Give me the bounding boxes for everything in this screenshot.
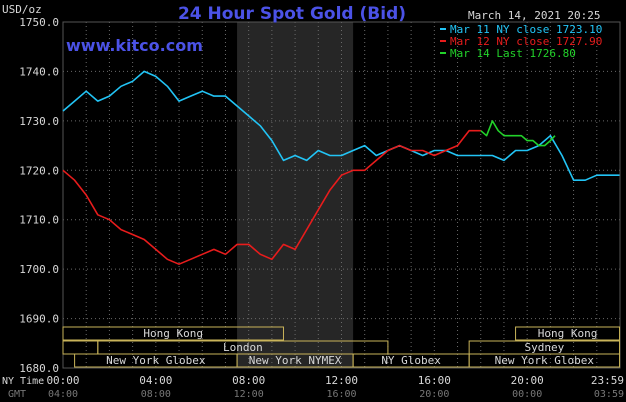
y-tick-label: 1750.0 xyxy=(19,16,59,29)
x-tick-label-gmt: 12:00 xyxy=(234,389,264,400)
session-label: New York Globex xyxy=(106,354,206,367)
series-lines xyxy=(62,70,620,266)
y-tick-label: 1680.0 xyxy=(19,362,59,375)
trading-sessions: Hong Kong London New York Globex New York N… xyxy=(62,326,621,368)
series-line xyxy=(480,120,556,147)
y-tick-label: 1720.0 xyxy=(19,164,59,177)
x-tick-label-gmt: 08:00 xyxy=(141,389,171,400)
x-tick-label-gmt: 20:00 xyxy=(419,389,449,400)
session-label: London xyxy=(223,341,263,354)
series-line xyxy=(62,70,620,181)
x-axis: 00:00 04:00 04:00 08:00 08:00 12:00 12:00 16:00… xyxy=(46,374,624,400)
session-box xyxy=(515,326,621,341)
x-tick-label-ny: 20:00 xyxy=(511,374,544,387)
ny-time-label: NY Time xyxy=(2,376,44,387)
timestamp: March 14, 2021 20:25 xyxy=(468,9,600,22)
y-tick-label: 1700.0 xyxy=(19,263,59,276)
session-box xyxy=(468,353,621,368)
session-label: Hong Kong xyxy=(538,327,598,340)
chart-title: 24 Hour Spot Gold (Bid) xyxy=(178,4,406,24)
x-tick-label-ny: 00:00 xyxy=(46,374,79,387)
session-box xyxy=(62,326,284,341)
session-label: Hong Kong xyxy=(143,327,203,340)
x-tick-label-ny: 23:59 xyxy=(591,374,624,387)
source-link[interactable]: www.kitco.com xyxy=(66,36,203,55)
y-tick-label: 1690.0 xyxy=(19,313,59,326)
y-tick-label: 1740.0 xyxy=(19,65,59,78)
session-label: New York NYMEX xyxy=(249,354,342,367)
plot-frame xyxy=(62,21,621,369)
legend-entry: Mar 12 NY close 1727.90 xyxy=(450,35,602,48)
y-tick-label: 1710.0 xyxy=(19,214,59,227)
legend-entry: Mar 11 NY close 1723.10 xyxy=(450,23,602,36)
x-tick-label-ny: 16:00 xyxy=(418,374,451,387)
y-tick-label: 1730.0 xyxy=(19,115,59,128)
grid-lines xyxy=(62,21,621,369)
y-axis-unit: USD/oz xyxy=(2,3,42,16)
x-tick-label-gmt: 03:59 xyxy=(594,389,624,400)
legend-entry: Mar 14 Last 1726.80 xyxy=(450,47,576,60)
x-tick-label-gmt: 16:00 xyxy=(326,389,356,400)
x-tick-label-ny: 04:00 xyxy=(139,374,172,387)
x-tick-label-ny: 12:00 xyxy=(325,374,358,387)
session-label: Sydney xyxy=(524,341,564,354)
gmt-label: GMT xyxy=(8,389,26,400)
y-axis: 1680.0 1690.0 1700.0 1710.0 1720.0 1730.0 1740… xyxy=(19,16,59,375)
session-label: New York Globex xyxy=(495,354,595,367)
x-tick-label-gmt: 04:00 xyxy=(48,389,78,400)
session-label: NY Globex xyxy=(381,354,441,367)
x-tick-label-gmt: 00:00 xyxy=(512,389,542,400)
x-tick-label-ny: 08:00 xyxy=(232,374,265,387)
series-line xyxy=(62,129,481,266)
